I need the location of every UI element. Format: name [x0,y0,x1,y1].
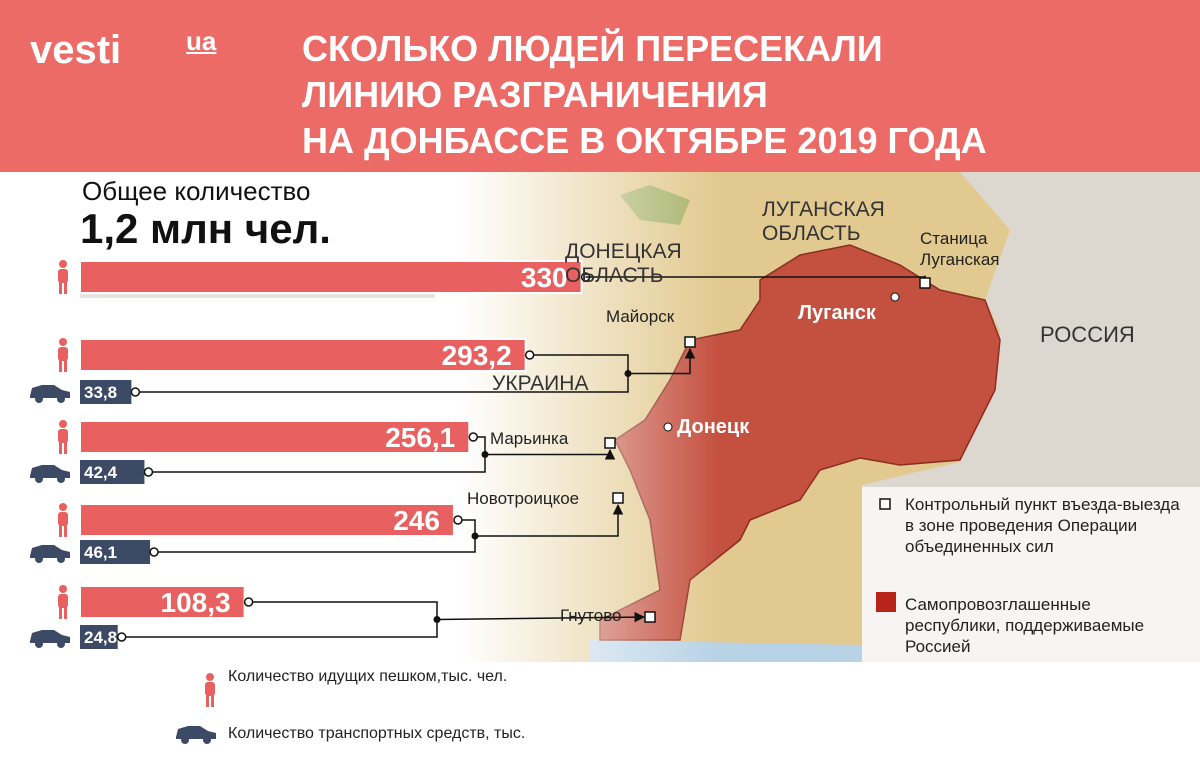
bar-end [143,467,154,477]
bar-end [453,515,463,525]
connector [475,503,624,537]
bar [79,338,527,372]
checkpoint-label: Станица Луганская [920,229,1000,269]
person-icon [205,673,215,707]
value-label: 256,1 [385,422,455,453]
city-label: Донецк [677,416,750,438]
checkpoint-label: Гнутово [560,606,622,625]
value-label: 108,3 [161,587,231,618]
logo: vesti [30,28,122,72]
map-legend-text: Контрольный пункт въезда-выезда в зоне п… [905,495,1180,556]
bar-end [116,632,127,642]
person-icon [58,338,68,372]
connector [585,274,931,286]
checkpoint-label: Марьинка [490,429,569,448]
region-label: УКРАИНА [492,372,589,395]
bar [79,420,471,454]
person-icon [58,503,68,537]
car-icon [30,465,70,483]
total-value: 1,2 млн чел. [80,205,331,252]
region-label: ЛУГАНСКАЯ ОБЛАСТЬ [762,198,885,245]
bar-end [524,350,535,360]
car-icon [30,630,70,648]
value-label: 330 [521,262,568,293]
checkpoint [919,277,931,289]
person-icon [58,420,68,454]
total-label: Общее количество [82,176,311,206]
legend-entry: Количество транспортных средств, тыс. [228,725,526,742]
bar [80,540,151,564]
bar-end [149,547,159,557]
checkpoint-label: Новотроицкое [467,489,580,508]
checkpoint [684,336,696,348]
city-dot [890,292,900,302]
bar-end [243,597,254,607]
legend-entry: Количество идущих пешком,тыс. чел. [228,668,508,685]
bar [80,380,132,404]
value-label: 24,8 [84,628,117,647]
value-label: 246 [393,505,440,536]
car-icon [30,385,70,403]
bar [79,503,455,537]
person-icon [58,585,68,619]
region-label: РОССИЯ [1040,322,1135,347]
connector [485,448,616,460]
title-line: СКОЛЬКО ЛЮДЕЙ ПЕРЕСЕКАЛИ [302,28,883,69]
occupied-icon [876,592,896,612]
car-icon [30,545,70,563]
checkpoint [612,492,624,504]
checkpoint-icon [879,498,891,510]
value-label: 46,1 [84,543,117,562]
region-label: ДОНЕЦКАЯ ОБЛАСТЬ [565,240,682,287]
title-line: НА ДОНБАССЕ В ОКТЯБРЕ 2019 ГОДА [302,120,987,161]
title: СКОЛЬКО ЛЮДЕЙ ПЕРЕСЕКАЛИ ЛИНИЮ РАЗГРАНИЧ… [302,26,987,164]
bar [80,460,145,484]
checkpoint [644,611,656,623]
connector [436,611,646,623]
map-legend-text: Самопровозглашенные республики, поддержи… [905,595,1145,656]
city-label: Луганск [798,302,876,324]
car-icon [176,726,216,744]
city-dot [663,422,673,432]
bar [80,625,118,649]
header-bg [0,0,1200,172]
legend-icons [176,673,216,744]
value-label: 293,2 [442,340,512,371]
person-icon [58,260,68,294]
logo-suffix: ua [186,26,217,56]
map-legend-bg [862,487,1200,662]
title-line: ЛИНИЮ РАЗГРАНИЧЕНИЯ [302,74,768,115]
map [460,172,1200,662]
bar [79,260,583,294]
bar [79,585,246,619]
bar-end [468,432,479,442]
value-label: 42,4 [84,463,118,482]
value-label: 33,8 [84,383,117,402]
bar-end [130,387,141,397]
checkpoint-label: Майорск [606,307,675,326]
connector [628,347,696,375]
checkpoint [604,437,616,449]
